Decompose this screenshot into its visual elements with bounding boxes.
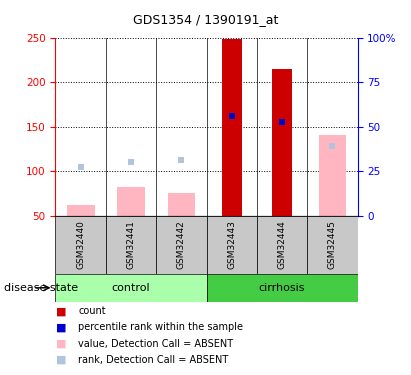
Bar xyxy=(307,216,358,274)
Bar xyxy=(257,216,307,274)
Text: ■: ■ xyxy=(55,355,66,364)
Text: GSM32440: GSM32440 xyxy=(76,220,85,269)
Text: value, Detection Call = ABSENT: value, Detection Call = ABSENT xyxy=(78,339,233,348)
Bar xyxy=(55,274,206,302)
Text: disease state: disease state xyxy=(4,283,78,293)
Bar xyxy=(222,39,242,216)
Text: GDS1354 / 1390191_at: GDS1354 / 1390191_at xyxy=(133,13,278,26)
Bar xyxy=(206,216,257,274)
Text: GSM32445: GSM32445 xyxy=(328,220,337,269)
Bar xyxy=(168,194,195,216)
Bar xyxy=(67,205,95,216)
Text: GSM32444: GSM32444 xyxy=(277,220,286,269)
Text: rank, Detection Call = ABSENT: rank, Detection Call = ABSENT xyxy=(78,355,229,364)
Text: GSM32441: GSM32441 xyxy=(127,220,136,269)
Text: GSM32442: GSM32442 xyxy=(177,220,186,269)
Text: ■: ■ xyxy=(55,306,66,316)
Bar xyxy=(106,216,156,274)
Bar xyxy=(319,135,346,216)
Text: cirrhosis: cirrhosis xyxy=(259,283,305,293)
Bar xyxy=(206,274,358,302)
Text: control: control xyxy=(112,283,150,293)
Text: ■: ■ xyxy=(55,339,66,348)
Bar xyxy=(272,69,292,216)
Text: count: count xyxy=(78,306,106,316)
Text: percentile rank within the sample: percentile rank within the sample xyxy=(78,322,243,332)
Bar xyxy=(156,216,206,274)
Text: GSM32443: GSM32443 xyxy=(227,220,236,269)
Bar xyxy=(117,187,145,216)
Text: ■: ■ xyxy=(55,322,66,332)
Bar xyxy=(55,216,106,274)
